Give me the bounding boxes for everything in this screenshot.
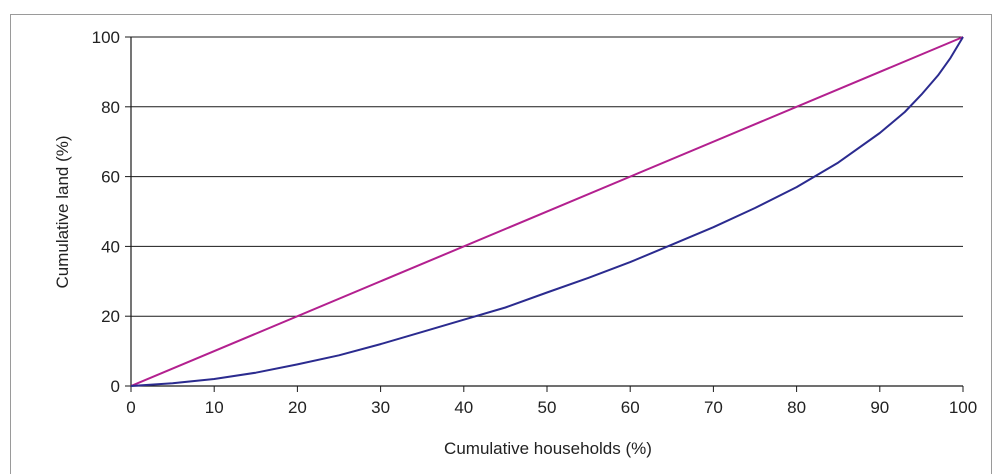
x-tick-labels: 0 10 20 30 40 50 60 70 80 90 100 [126, 398, 977, 417]
series-line-0 [130, 36, 964, 387]
x-tick-label-90: 90 [870, 398, 889, 417]
series-lines [130, 36, 964, 387]
y-tick-label-100: 100 [92, 28, 120, 47]
x-axis-title: Cumulative households (%) [444, 439, 652, 458]
axes [125, 36, 964, 392]
x-tick-label-20: 20 [288, 398, 307, 417]
x-tick-label-10: 10 [205, 398, 224, 417]
x-tick-label-40: 40 [454, 398, 473, 417]
gridlines [131, 36, 963, 317]
chart-frame [10, 14, 992, 474]
x-tick-label-70: 70 [704, 398, 723, 417]
y-axis-title: Cumulative land (%) [53, 135, 72, 288]
y-tick-label-20: 20 [101, 307, 120, 326]
x-tick-label-30: 30 [371, 398, 390, 417]
series-line-1 [130, 36, 964, 387]
x-tick-label-0: 0 [126, 398, 135, 417]
y-tick-label-80: 80 [101, 98, 120, 117]
x-tick-label-100: 100 [949, 398, 977, 417]
y-tick-labels: 0 20 40 60 80 100 [92, 28, 120, 396]
y-tick-label-0: 0 [111, 377, 120, 396]
x-tick-label-60: 60 [621, 398, 640, 417]
y-tick-label-60: 60 [101, 168, 120, 187]
x-tick-label-80: 80 [787, 398, 806, 417]
x-tick-label-50: 50 [538, 398, 557, 417]
y-tick-label-40: 40 [101, 237, 120, 256]
